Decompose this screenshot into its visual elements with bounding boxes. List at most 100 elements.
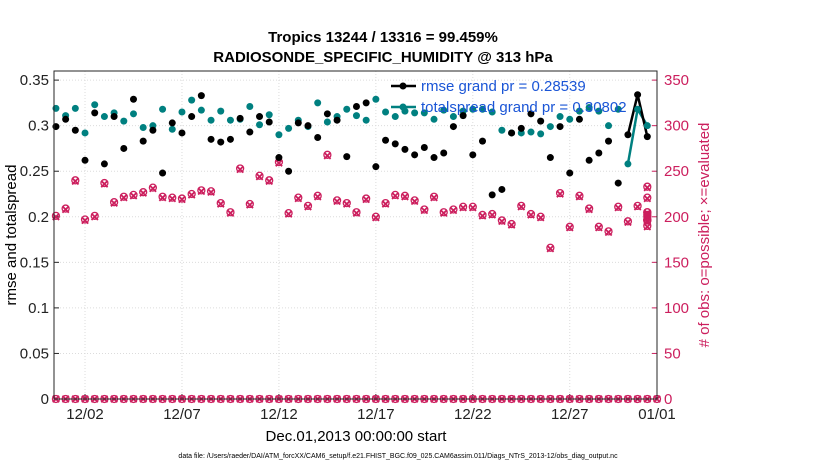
obs-evaluated-marker (604, 228, 613, 237)
obs-evaluated-marker (391, 191, 400, 200)
obs-evaluated-marker (149, 184, 157, 193)
obs-evaluated-marker (527, 211, 535, 219)
rmse-point (362, 99, 370, 107)
y-right-tick-label: 50 (664, 345, 681, 362)
obs-possible-marker (362, 194, 371, 203)
totalspread-point (226, 116, 234, 124)
rmse-point (246, 128, 254, 136)
obs-evaluated-marker (459, 203, 467, 212)
obs-possible-marker (177, 194, 187, 203)
rmse-point (566, 169, 574, 177)
obs-evaluated-marker (643, 183, 652, 192)
obs-evaluated-marker (410, 197, 419, 206)
rmse-point (440, 149, 448, 157)
rmse-point (91, 109, 99, 117)
totalspread-point (634, 105, 642, 113)
y-right-tick-label: 0 (664, 391, 672, 408)
obs-evaluated-marker (594, 223, 603, 232)
totalspread-point (168, 125, 176, 133)
rmse-point (352, 103, 360, 111)
obs-evaluated-marker (575, 192, 584, 201)
obs-possible-marker (342, 198, 351, 208)
totalspread-point (411, 109, 419, 117)
obs-possible-marker (187, 189, 196, 199)
totalspread-point (275, 131, 283, 139)
totalspread-point (449, 113, 457, 121)
totalspread-point (139, 123, 147, 131)
obs-possible-marker (352, 208, 361, 217)
rmse-point (275, 154, 283, 162)
totalspread-point (585, 103, 593, 111)
rmse-point (605, 137, 613, 145)
obs-evaluated-marker (323, 151, 332, 160)
rmse-point (323, 110, 331, 118)
obs-possible-marker (206, 187, 216, 196)
obs-evaluated-marker (507, 221, 516, 229)
obs-evaluated-marker (401, 192, 409, 201)
totalspread-point (575, 107, 583, 115)
obs-possible-marker (478, 210, 487, 220)
obs-possible-marker (323, 150, 332, 159)
totalspread-point (605, 122, 613, 130)
rmse-point (304, 122, 312, 130)
obs-evaluated-marker (187, 191, 196, 199)
obs-evaluated-marker (430, 193, 438, 202)
obs-possible-marker (517, 201, 526, 210)
obs-evaluated-marker (313, 192, 322, 201)
rmse-point (294, 119, 302, 127)
obs-possible-marker (565, 222, 574, 231)
obs-evaluated-marker (207, 188, 215, 197)
totalspread-point (188, 96, 196, 104)
obs-evaluated-marker (478, 212, 487, 220)
obs-possible-marker (575, 191, 584, 200)
obs-possible-marker (71, 176, 80, 185)
rmse-point (265, 118, 273, 126)
y-tick-label: 0.15 (20, 254, 49, 271)
obs-evaluated-marker (614, 203, 623, 212)
x-tick-label: 12/02 (66, 406, 104, 423)
rmse-point (71, 126, 79, 134)
obs-evaluated-marker (110, 199, 118, 207)
x-tick-label: 12/27 (551, 406, 589, 423)
obs-possible-marker (536, 212, 545, 221)
rmse-point (556, 123, 564, 131)
totalspread-point (372, 95, 380, 103)
obs-possible-marker (439, 208, 448, 217)
obs-evaluated-marker (624, 218, 632, 227)
totalspread-point (314, 99, 322, 107)
obs-evaluated-marker (71, 177, 80, 186)
x-tick-label: 12/22 (454, 406, 492, 423)
rmse-point (420, 144, 428, 152)
obs-possible-marker (584, 204, 594, 213)
obs-evaluated-marker (226, 209, 235, 217)
obs-possible-marker (197, 186, 206, 195)
rmse-point (478, 137, 486, 145)
obs-possible-marker (643, 193, 652, 202)
obs-possible-marker (100, 178, 109, 188)
totalspread-point (440, 106, 448, 114)
totalspread-point (614, 105, 622, 113)
obs-possible-marker (265, 176, 274, 185)
obs-evaluated-marker (362, 195, 371, 204)
rmse-point (159, 169, 167, 177)
obs-evaluated-marker (468, 203, 477, 212)
totalspread-point (120, 117, 128, 125)
obs-possible-marker (623, 217, 633, 226)
y-tick-label: 0.25 (20, 163, 49, 180)
obs-possible-marker (129, 190, 138, 200)
rmse-point (469, 151, 477, 159)
obs-possible-marker (294, 193, 303, 202)
y-right-tick-label: 300 (664, 118, 689, 135)
obs-evaluated-marker (352, 209, 361, 217)
rmse-point (120, 144, 128, 152)
rmse-point (449, 123, 457, 131)
obs-evaluated-marker (275, 159, 283, 167)
plot-frame (53, 70, 658, 400)
rmse-point (401, 145, 409, 153)
rmse-point (459, 112, 467, 120)
rmse-point (634, 91, 642, 99)
obs-evaluated-marker (100, 180, 109, 188)
chart-subtitle: RADIOSONDE_SPECIFIC_HUMIDITY @ 313 hPa (213, 49, 553, 66)
rmse-point (236, 114, 244, 122)
obs-possible-marker (420, 205, 429, 214)
